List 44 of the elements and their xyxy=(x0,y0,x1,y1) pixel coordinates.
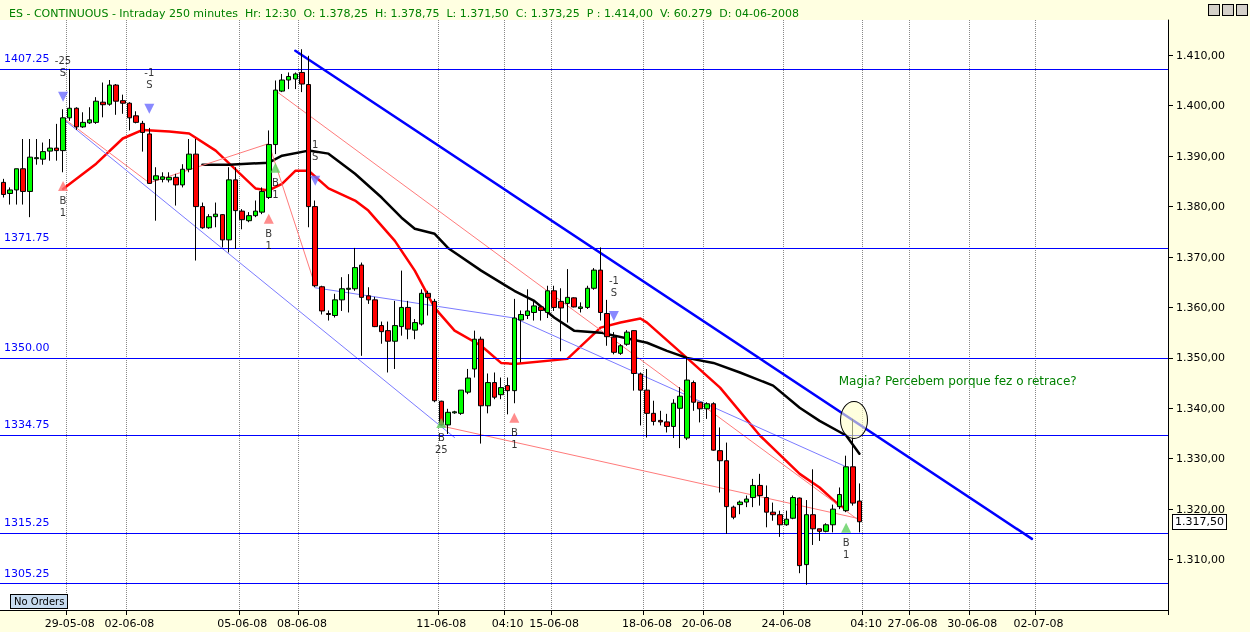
y-tick-label: 1.340,00 xyxy=(1176,401,1225,415)
annotation: Magia? Percebem porque fez o retrace? xyxy=(838,373,1077,388)
x-tick-label: 24-06-08 xyxy=(761,617,812,630)
y-tick-label: 1.410,00 xyxy=(1176,48,1225,62)
annotation: -1 S xyxy=(144,67,155,91)
x-tick-label: 30-06-08 xyxy=(947,617,998,630)
y-tick-label: 1.390,00 xyxy=(1176,149,1225,163)
annotation: -25 S xyxy=(54,55,72,79)
annotation: B 1 xyxy=(59,195,67,219)
ref-line-label: 1315.25 xyxy=(4,516,50,530)
ref-line-label: 1371.75 xyxy=(4,231,50,245)
x-tick-label: 04:10 xyxy=(850,617,882,630)
y-tick-label: 1.370,00 xyxy=(1176,250,1225,264)
ref-line-label: 1350.00 xyxy=(4,340,50,354)
x-tick-label: 11-06-08 xyxy=(416,617,467,630)
x-tick-label: 04:10 xyxy=(491,617,524,630)
annotation: B 1 xyxy=(510,427,518,451)
text: 1.317,50 xyxy=(1172,513,1227,530)
x-tick-label: 02-06-08 xyxy=(104,617,155,630)
x-tick-label: 15-06-08 xyxy=(529,617,580,630)
x-tick-label: 29-05-08 xyxy=(44,617,95,630)
y-tick-label: 1.310,00 xyxy=(1176,553,1225,567)
x-tick-label: 20-06-08 xyxy=(681,617,732,630)
x-tick-label: 27-06-08 xyxy=(887,617,938,630)
y-tick-label: 1.380,00 xyxy=(1176,200,1225,214)
ref-line-label: 1305.25 xyxy=(4,566,50,580)
y-tick-label: 1.360,00 xyxy=(1176,300,1225,314)
ref-line-label: 1407.25 xyxy=(4,52,50,66)
annotation: B 1 xyxy=(271,177,279,201)
chart-title: ES - CONTINUOUS - Intraday 250 minutes Hr: 12:30 O: 1.378,25 H: 1.378,75 L: 1.371,50 C: 1.373,25 P : 1.414,00 V: 60.279 D: 04-06-2008 xyxy=(9,7,799,20)
annotation: -1 S xyxy=(608,274,619,298)
ref-line-label: 1334.75 xyxy=(4,417,50,431)
y-tick-label: 1.400,00 xyxy=(1176,99,1225,113)
annotation: No Orders xyxy=(10,594,69,609)
x-tick-label: 05-06-08 xyxy=(217,617,268,630)
x-tick-label: 08-06-08 xyxy=(276,617,327,630)
y-tick-label: 1.320,00 xyxy=(1176,502,1225,516)
y-tick-label: 1.350,00 xyxy=(1176,351,1225,365)
y-tick-label: 1.330,00 xyxy=(1176,452,1225,466)
annotation: B 1 xyxy=(842,537,850,561)
x-tick-label: 02-07-08 xyxy=(1013,617,1064,630)
annotation: B 25 xyxy=(434,432,448,456)
annotation: B 1 xyxy=(265,228,273,252)
x-tick-label: 18-06-08 xyxy=(622,617,673,630)
